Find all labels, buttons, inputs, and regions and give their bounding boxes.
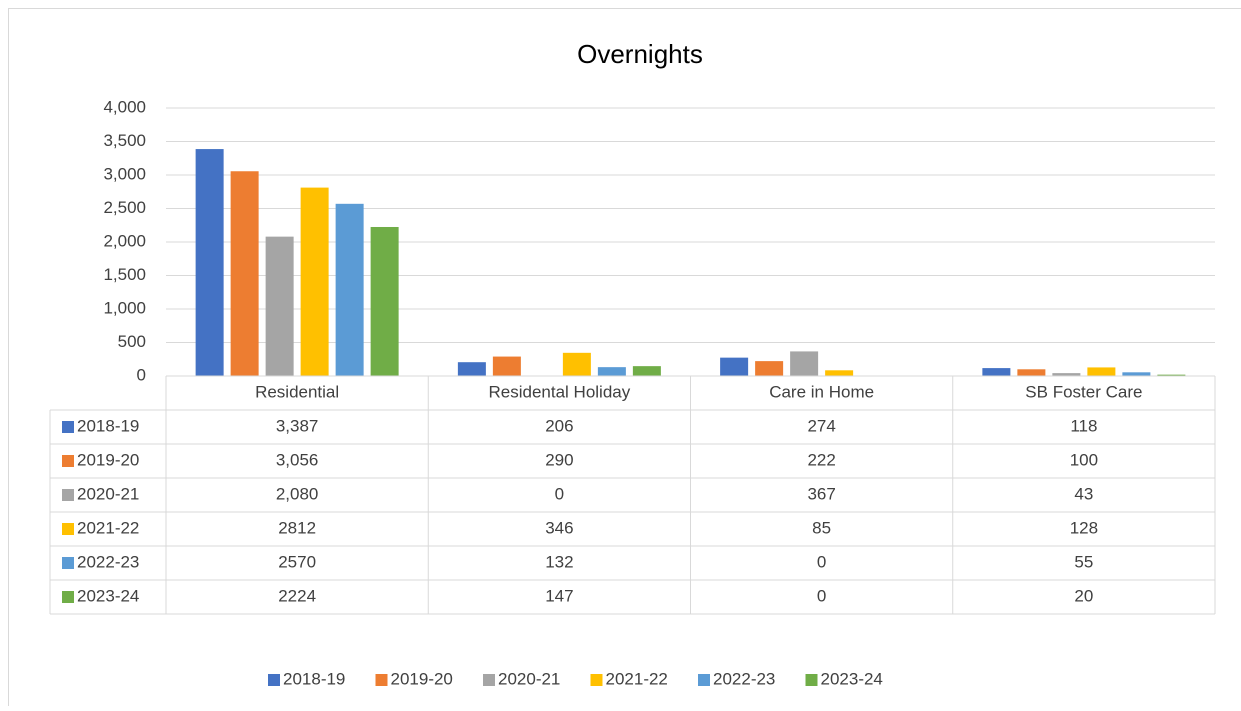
legend-swatch (591, 674, 603, 686)
legend-label: 2020-21 (498, 669, 560, 688)
bar (196, 149, 224, 376)
table-cell: 2812 (278, 518, 316, 537)
table-row-label: 2022-23 (77, 552, 139, 571)
x-tick-label: Care in Home (769, 382, 874, 401)
y-tick-label: 4,000 (103, 97, 146, 116)
bar (231, 171, 259, 376)
legend-label: 2023-24 (821, 669, 883, 688)
chart-border (9, 9, 1241, 707)
x-tick-label: Residential (255, 382, 339, 401)
y-tick-label: 0 (137, 365, 146, 384)
table-cell: 274 (807, 416, 835, 435)
bar (720, 358, 748, 376)
table-cell: 85 (812, 518, 831, 537)
table-cell: 206 (545, 416, 573, 435)
table-legend-swatch (62, 591, 74, 603)
table-row-label: 2020-21 (77, 484, 139, 503)
table-cell: 3,387 (276, 416, 319, 435)
table-cell: 0 (817, 586, 826, 605)
table-row-label: 2018-19 (77, 416, 139, 435)
x-tick-label: Residental Holiday (489, 382, 631, 401)
table-cell: 222 (807, 450, 835, 469)
table-cell: 367 (807, 484, 835, 503)
legend-label: 2022-23 (713, 669, 775, 688)
table-cell: 100 (1070, 450, 1098, 469)
bar (336, 204, 364, 376)
bar (825, 370, 853, 376)
table-row-label: 2019-20 (77, 450, 139, 469)
table-cell: 55 (1074, 552, 1093, 571)
table-row-label: 2023-24 (77, 586, 139, 605)
table-cell: 0 (817, 552, 826, 571)
table-cell: 2224 (278, 586, 316, 605)
y-tick-label: 2,000 (103, 231, 146, 250)
table-cell: 128 (1070, 518, 1098, 537)
bar (790, 351, 818, 376)
table-cell: 20 (1074, 586, 1093, 605)
chart-title: Overnights (577, 39, 703, 69)
y-tick-label: 1,500 (103, 265, 146, 284)
legend-label: 2021-22 (606, 669, 668, 688)
table-row-label: 2021-22 (77, 518, 139, 537)
table-legend-swatch (62, 489, 74, 501)
y-tick-label: 3,500 (103, 131, 146, 150)
legend-label: 2018-19 (283, 669, 345, 688)
table-cell: 2,080 (276, 484, 319, 503)
bar (563, 353, 591, 376)
legend-label: 2019-20 (391, 669, 453, 688)
table-legend-swatch (62, 523, 74, 535)
legend-swatch (483, 674, 495, 686)
bar (755, 361, 783, 376)
table-cell: 2570 (278, 552, 316, 571)
table-cell: 346 (545, 518, 573, 537)
table-legend-swatch (62, 557, 74, 569)
bar (633, 366, 661, 376)
table-legend-swatch (62, 421, 74, 433)
legend-swatch (376, 674, 388, 686)
y-tick-label: 1,000 (103, 298, 146, 317)
table-cell: 118 (1070, 416, 1097, 435)
legend-swatch (806, 674, 818, 686)
y-tick-label: 2,500 (103, 198, 146, 217)
legend-swatch (268, 674, 280, 686)
table-cell: 147 (545, 586, 573, 605)
bar (371, 227, 399, 376)
x-tick-label: SB Foster Care (1025, 382, 1142, 401)
bar (1017, 369, 1045, 376)
y-tick-label: 500 (118, 332, 146, 351)
bar (598, 367, 626, 376)
table-cell: 3,056 (276, 450, 319, 469)
y-tick-label: 3,000 (103, 164, 146, 183)
legend-swatch (698, 674, 710, 686)
bar (458, 362, 486, 376)
table-cell: 0 (555, 484, 564, 503)
bar (493, 357, 521, 376)
bar (266, 237, 294, 376)
table-cell: 132 (545, 552, 573, 571)
table-cell: 290 (545, 450, 573, 469)
bar (301, 188, 329, 376)
bar (1087, 367, 1115, 376)
table-cell: 43 (1074, 484, 1093, 503)
bar (1122, 372, 1150, 376)
bar (982, 368, 1010, 376)
table-legend-swatch (62, 455, 74, 467)
